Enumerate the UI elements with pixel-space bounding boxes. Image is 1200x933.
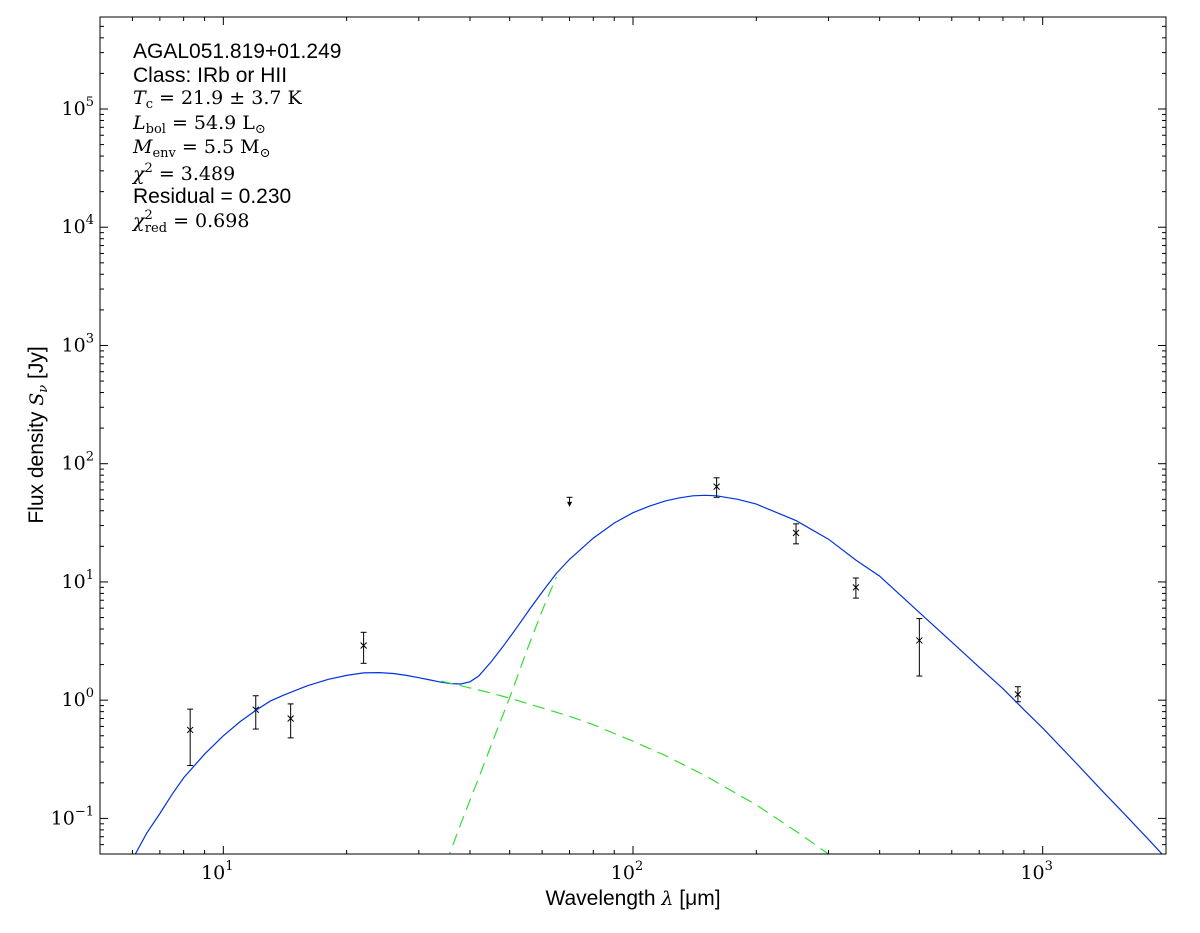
y-tick-label: 104	[62, 213, 94, 238]
y-tick-label: 101	[62, 568, 94, 593]
data-marker	[287, 715, 295, 722]
data-marker	[915, 637, 923, 644]
x-tick-label: 103	[1020, 859, 1052, 884]
data-marker	[792, 529, 800, 537]
y-tick-label: 103	[62, 331, 94, 356]
data-point-8	[915, 618, 923, 677]
class-line: Class: IRb or HII	[133, 64, 287, 87]
total-fit-line	[134, 494, 1163, 854]
y-tick-label: 105	[62, 95, 94, 120]
data-marker	[852, 583, 860, 591]
source-name: AGAL051.819+01.249	[133, 40, 341, 63]
upper-limit-arrow	[567, 501, 573, 507]
menv-line: Menv = 5.5 M⊙	[132, 136, 271, 161]
y-tick-label: 100	[62, 686, 94, 711]
y-axis-label: Flux density Sν [Jy]	[25, 346, 51, 523]
upper-limit-1	[566, 496, 573, 507]
data-marker	[713, 483, 720, 490]
plot-frame	[99, 16, 1167, 855]
tc-line: Tc = 21.9 ± 3.7 K	[133, 87, 303, 112]
series-layer	[134, 477, 1163, 854]
data-point-5	[713, 477, 720, 498]
y-tick-label: 102	[62, 450, 94, 475]
fit-annotation: AGAL051.819+01.249 Class: IRb or HII Tc …	[131, 40, 341, 236]
y-tick-label: 10−1	[51, 804, 94, 829]
clipped-series	[134, 477, 1163, 854]
data-marker	[1014, 691, 1022, 698]
data-marker	[360, 642, 367, 649]
x-axis-label: Wavelength λ [μm]	[545, 887, 720, 910]
data-point-7	[852, 577, 860, 599]
data-marker	[186, 726, 194, 734]
data-point-1	[186, 708, 194, 767]
ticks-layer: 101 102 103 10−1 100 101 102 103 104 105	[51, 16, 1167, 884]
chi2-line: χ2 = 3.489	[131, 161, 235, 185]
data-point-6	[792, 523, 800, 545]
residual-line: Residual = 0.230	[133, 185, 291, 208]
lbol-line: Lbol = 54.9 L⊙	[132, 112, 266, 137]
plot-background	[100, 17, 1166, 854]
cold-component-line	[448, 576, 557, 854]
chi2-red-line: χ2 red = 0.698	[131, 208, 249, 236]
data-point-4	[360, 631, 367, 664]
x-tick-label: 101	[201, 859, 233, 884]
x-tick-label: 102	[611, 859, 643, 884]
warm-component-line	[440, 680, 829, 854]
data-point-3	[287, 703, 295, 739]
